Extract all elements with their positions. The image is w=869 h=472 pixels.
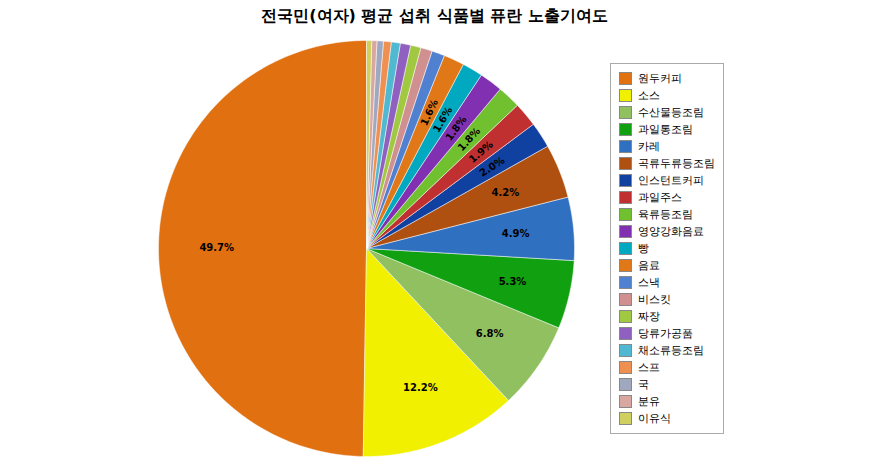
svg-text:12.2%: 12.2%	[403, 382, 438, 393]
html-text:수산물등조림: 수산물등조림	[637, 105, 704, 119]
html-text:과일주스: 과일주스	[637, 190, 682, 204]
html-text:과일통조림: 과일통조림	[637, 122, 693, 136]
svg-text:1.6%: 1.6%	[430, 104, 454, 135]
html-text:인스턴트커피: 인스턴트커피	[637, 173, 704, 187]
html-text:스낵: 스낵	[637, 275, 660, 289]
svg-text:4.9%: 4.9%	[501, 228, 529, 239]
html-text:육류등조림: 육류등조림	[637, 207, 693, 221]
svg-text:5.3%: 5.3%	[498, 276, 526, 287]
html-text:전국민(여자) 평균 섭취 식품별 퓨란 노출기여도: 전국민(여자) 평균 섭취 식품별 퓨란 노출기여도	[261, 6, 608, 25]
html-text:스프: 스프	[637, 360, 660, 374]
html-text:카레: 카레	[637, 139, 660, 153]
html-text:당류가공품: 당류가공품	[637, 326, 693, 340]
svg-text:1.6%: 1.6%	[418, 98, 440, 128]
svg-text:2.0%: 2.0%	[476, 154, 506, 179]
html-text:음료: 음료	[637, 258, 660, 272]
html-text:채소류등조림: 채소류등조림	[637, 343, 704, 357]
html-text:짜장: 짜장	[637, 309, 660, 323]
html-text:곡류두류등조림: 곡류두류등조림	[637, 156, 715, 170]
html-text:이유식: 이유식	[637, 411, 671, 425]
svg-text:49.7%: 49.7%	[199, 242, 234, 253]
html-text:소스: 소스	[637, 88, 660, 102]
html-text:빵: 빵	[637, 241, 649, 255]
html-text:비스킷: 비스킷	[637, 292, 671, 306]
html-text:분유: 분유	[637, 394, 660, 408]
svg-text:6.8%: 6.8%	[475, 328, 503, 339]
html-text:국: 국	[637, 377, 649, 391]
svg-text:1.9%: 1.9%	[466, 138, 495, 165]
html-text:영양강화음료: 영양강화음료	[637, 224, 704, 238]
html-text:원두커피: 원두커피	[637, 71, 682, 85]
svg-text:1.8%: 1.8%	[454, 125, 482, 154]
svg-text:4.2%: 4.2%	[491, 187, 519, 198]
